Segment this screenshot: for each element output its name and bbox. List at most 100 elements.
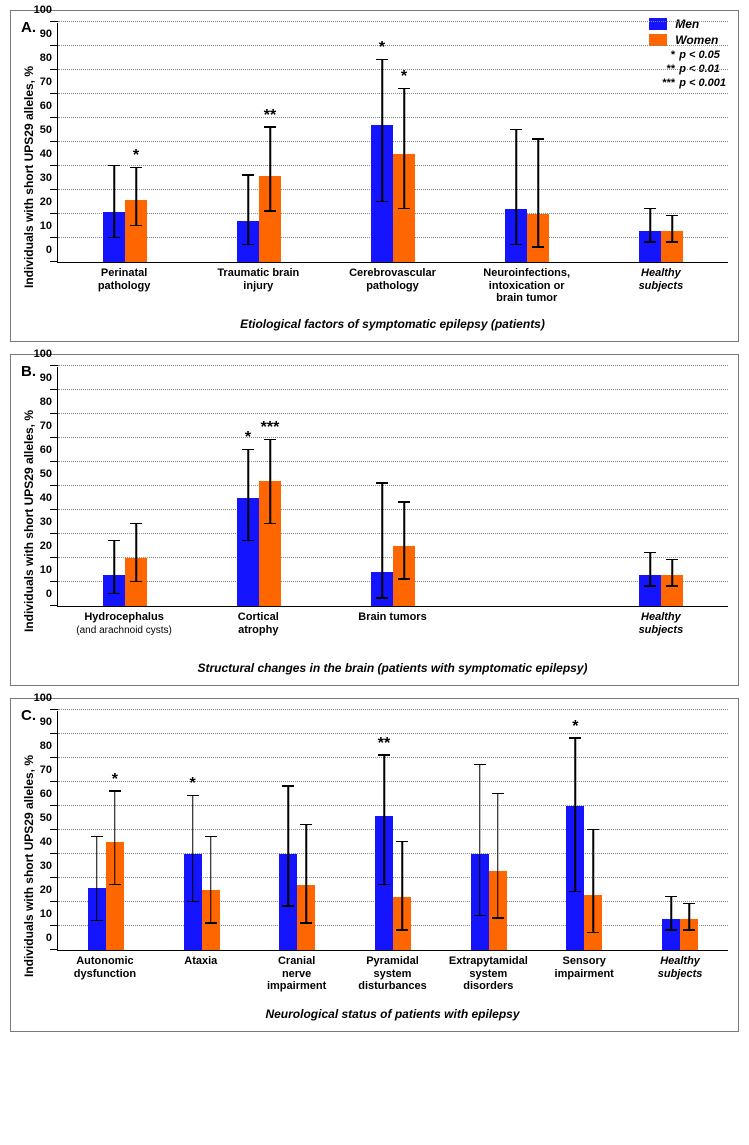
error-cap-bottom <box>683 929 695 931</box>
error-cap-top <box>108 165 120 167</box>
category-label: Corticalatrophy <box>191 611 325 636</box>
error-cap-top <box>492 793 504 795</box>
category-label: Healthysubjects <box>594 267 728 292</box>
category-label: Traumatic braininjury <box>191 267 325 292</box>
error-cap-top <box>666 215 678 217</box>
error-cap-top <box>376 59 388 61</box>
significance-marker: * <box>401 69 407 85</box>
gridline <box>58 709 728 710</box>
panel: C.Individuals with short UPS29 alleles, … <box>10 698 739 1032</box>
error-bar <box>96 837 98 921</box>
error-bar <box>688 904 690 930</box>
error-bar <box>537 140 539 248</box>
y-tick <box>50 437 58 438</box>
y-tick-label: 40 <box>24 148 52 160</box>
error-bar <box>269 128 271 212</box>
error-cap-bottom <box>109 884 121 886</box>
error-cap-bottom <box>91 920 103 922</box>
y-tick <box>50 901 58 902</box>
y-tick-label: 20 <box>24 196 52 208</box>
y-tick-label: 20 <box>24 884 52 896</box>
category-labels: Hydrocephalus(and arachnoid cysts)Cortic… <box>57 607 728 657</box>
error-bar <box>135 524 137 582</box>
category-label: Healthysubjects <box>632 955 728 980</box>
significance-marker: ** <box>378 736 390 752</box>
y-tick-label: 40 <box>24 492 52 504</box>
y-tick <box>50 141 58 142</box>
category-label: Autonomicdysfunction <box>57 955 153 980</box>
plot-area: 0102030405060708090100**** <box>57 367 728 607</box>
error-bar <box>114 792 116 886</box>
y-tick <box>50 45 58 46</box>
y-tick <box>50 605 58 606</box>
error-cap-top <box>683 903 695 905</box>
y-tick <box>50 805 58 806</box>
y-tick <box>50 117 58 118</box>
category-label: Cranialnerveimpairment <box>249 955 345 993</box>
error-cap-top <box>665 896 677 898</box>
error-cap-top <box>187 795 199 797</box>
error-cap-top <box>376 482 388 484</box>
y-tick-label: 10 <box>24 564 52 576</box>
y-tick-label: 20 <box>24 540 52 552</box>
y-tick <box>50 949 58 950</box>
error-bar <box>113 541 115 594</box>
y-tick-label: 100 <box>24 692 52 704</box>
y-tick <box>50 877 58 878</box>
panel: B.Individuals with short UPS29 alleles, … <box>10 354 739 686</box>
y-tick <box>50 69 58 70</box>
x-axis-title: Neurological status of patients with epi… <box>57 1007 728 1021</box>
error-cap-top <box>587 829 599 831</box>
y-tick-label: 80 <box>24 52 52 64</box>
category-label: Healthysubjects <box>594 611 728 636</box>
error-cap-bottom <box>108 593 120 595</box>
y-tick <box>50 461 58 462</box>
error-cap-bottom <box>376 201 388 203</box>
y-tick <box>50 509 58 510</box>
error-bar <box>288 787 290 907</box>
y-tick-label: 100 <box>24 348 52 360</box>
error-cap-top <box>205 836 217 838</box>
y-tick <box>50 213 58 214</box>
error-bar <box>401 842 403 931</box>
error-bar <box>381 484 383 599</box>
y-tick-label: 90 <box>24 28 52 40</box>
y-tick <box>50 757 58 758</box>
error-cap-top <box>91 836 103 838</box>
significance-marker: *** <box>261 420 280 436</box>
error-cap-bottom <box>492 917 504 919</box>
error-cap-bottom <box>398 208 410 210</box>
error-cap-bottom <box>242 540 254 542</box>
error-bar <box>670 897 672 931</box>
y-tick <box>50 189 58 190</box>
error-cap-bottom <box>666 241 678 243</box>
y-tick-label: 50 <box>24 124 52 136</box>
error-cap-bottom <box>569 891 581 893</box>
error-bar <box>135 168 137 226</box>
error-cap-top <box>510 129 522 131</box>
bars-layer: ***** <box>58 23 728 262</box>
y-tick-label: 70 <box>24 76 52 88</box>
category-label: Neuroinfections,intoxication orbrain tum… <box>460 267 594 305</box>
error-cap-bottom <box>264 523 276 525</box>
error-cap-top <box>569 737 581 739</box>
error-cap-bottom <box>264 210 276 212</box>
y-tick-label: 0 <box>24 244 52 256</box>
error-bar <box>515 130 517 245</box>
y-tick <box>50 925 58 926</box>
error-cap-top <box>398 88 410 90</box>
category-label: Perinatalpathology <box>57 267 191 292</box>
bars-layer: **** <box>58 367 728 606</box>
y-tick-label: 90 <box>24 716 52 728</box>
y-tick <box>50 781 58 782</box>
error-bar <box>381 60 383 202</box>
category-label: Extrapytamidalsystemdisorders <box>440 955 536 993</box>
error-cap-top <box>282 785 294 787</box>
significance-marker: * <box>189 776 195 792</box>
error-cap-top <box>264 439 276 441</box>
y-tick-label: 50 <box>24 812 52 824</box>
y-tick <box>50 93 58 94</box>
y-tick-label: 0 <box>24 932 52 944</box>
y-tick-label: 70 <box>24 764 52 776</box>
error-cap-top <box>474 764 486 766</box>
